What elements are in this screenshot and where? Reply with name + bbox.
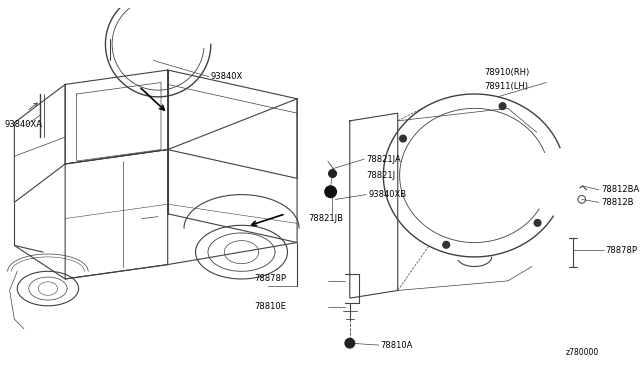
Text: 78878P: 78878P xyxy=(254,273,286,282)
Text: 78810A: 78810A xyxy=(380,341,413,350)
Text: 78911(LH): 78911(LH) xyxy=(484,82,528,91)
Circle shape xyxy=(329,170,337,177)
Text: 93840XB: 93840XB xyxy=(368,190,406,199)
Text: 78821J: 78821J xyxy=(366,171,396,180)
Text: 78821JB: 78821JB xyxy=(308,214,344,223)
Circle shape xyxy=(534,219,541,226)
Circle shape xyxy=(399,135,406,142)
Text: 78910(RH): 78910(RH) xyxy=(484,68,529,77)
Circle shape xyxy=(325,186,337,198)
Circle shape xyxy=(443,241,449,248)
Text: 78810E: 78810E xyxy=(254,302,286,311)
Text: 93840XA: 93840XA xyxy=(4,120,43,129)
Text: 78812B: 78812B xyxy=(601,198,634,207)
Text: z780000: z780000 xyxy=(566,348,599,357)
Text: 93840X: 93840X xyxy=(211,72,243,81)
Circle shape xyxy=(499,103,506,109)
Circle shape xyxy=(345,339,355,348)
Text: 78821JA: 78821JA xyxy=(366,155,401,164)
Text: 78812BA: 78812BA xyxy=(601,185,639,194)
Text: 78878P: 78878P xyxy=(605,246,637,255)
